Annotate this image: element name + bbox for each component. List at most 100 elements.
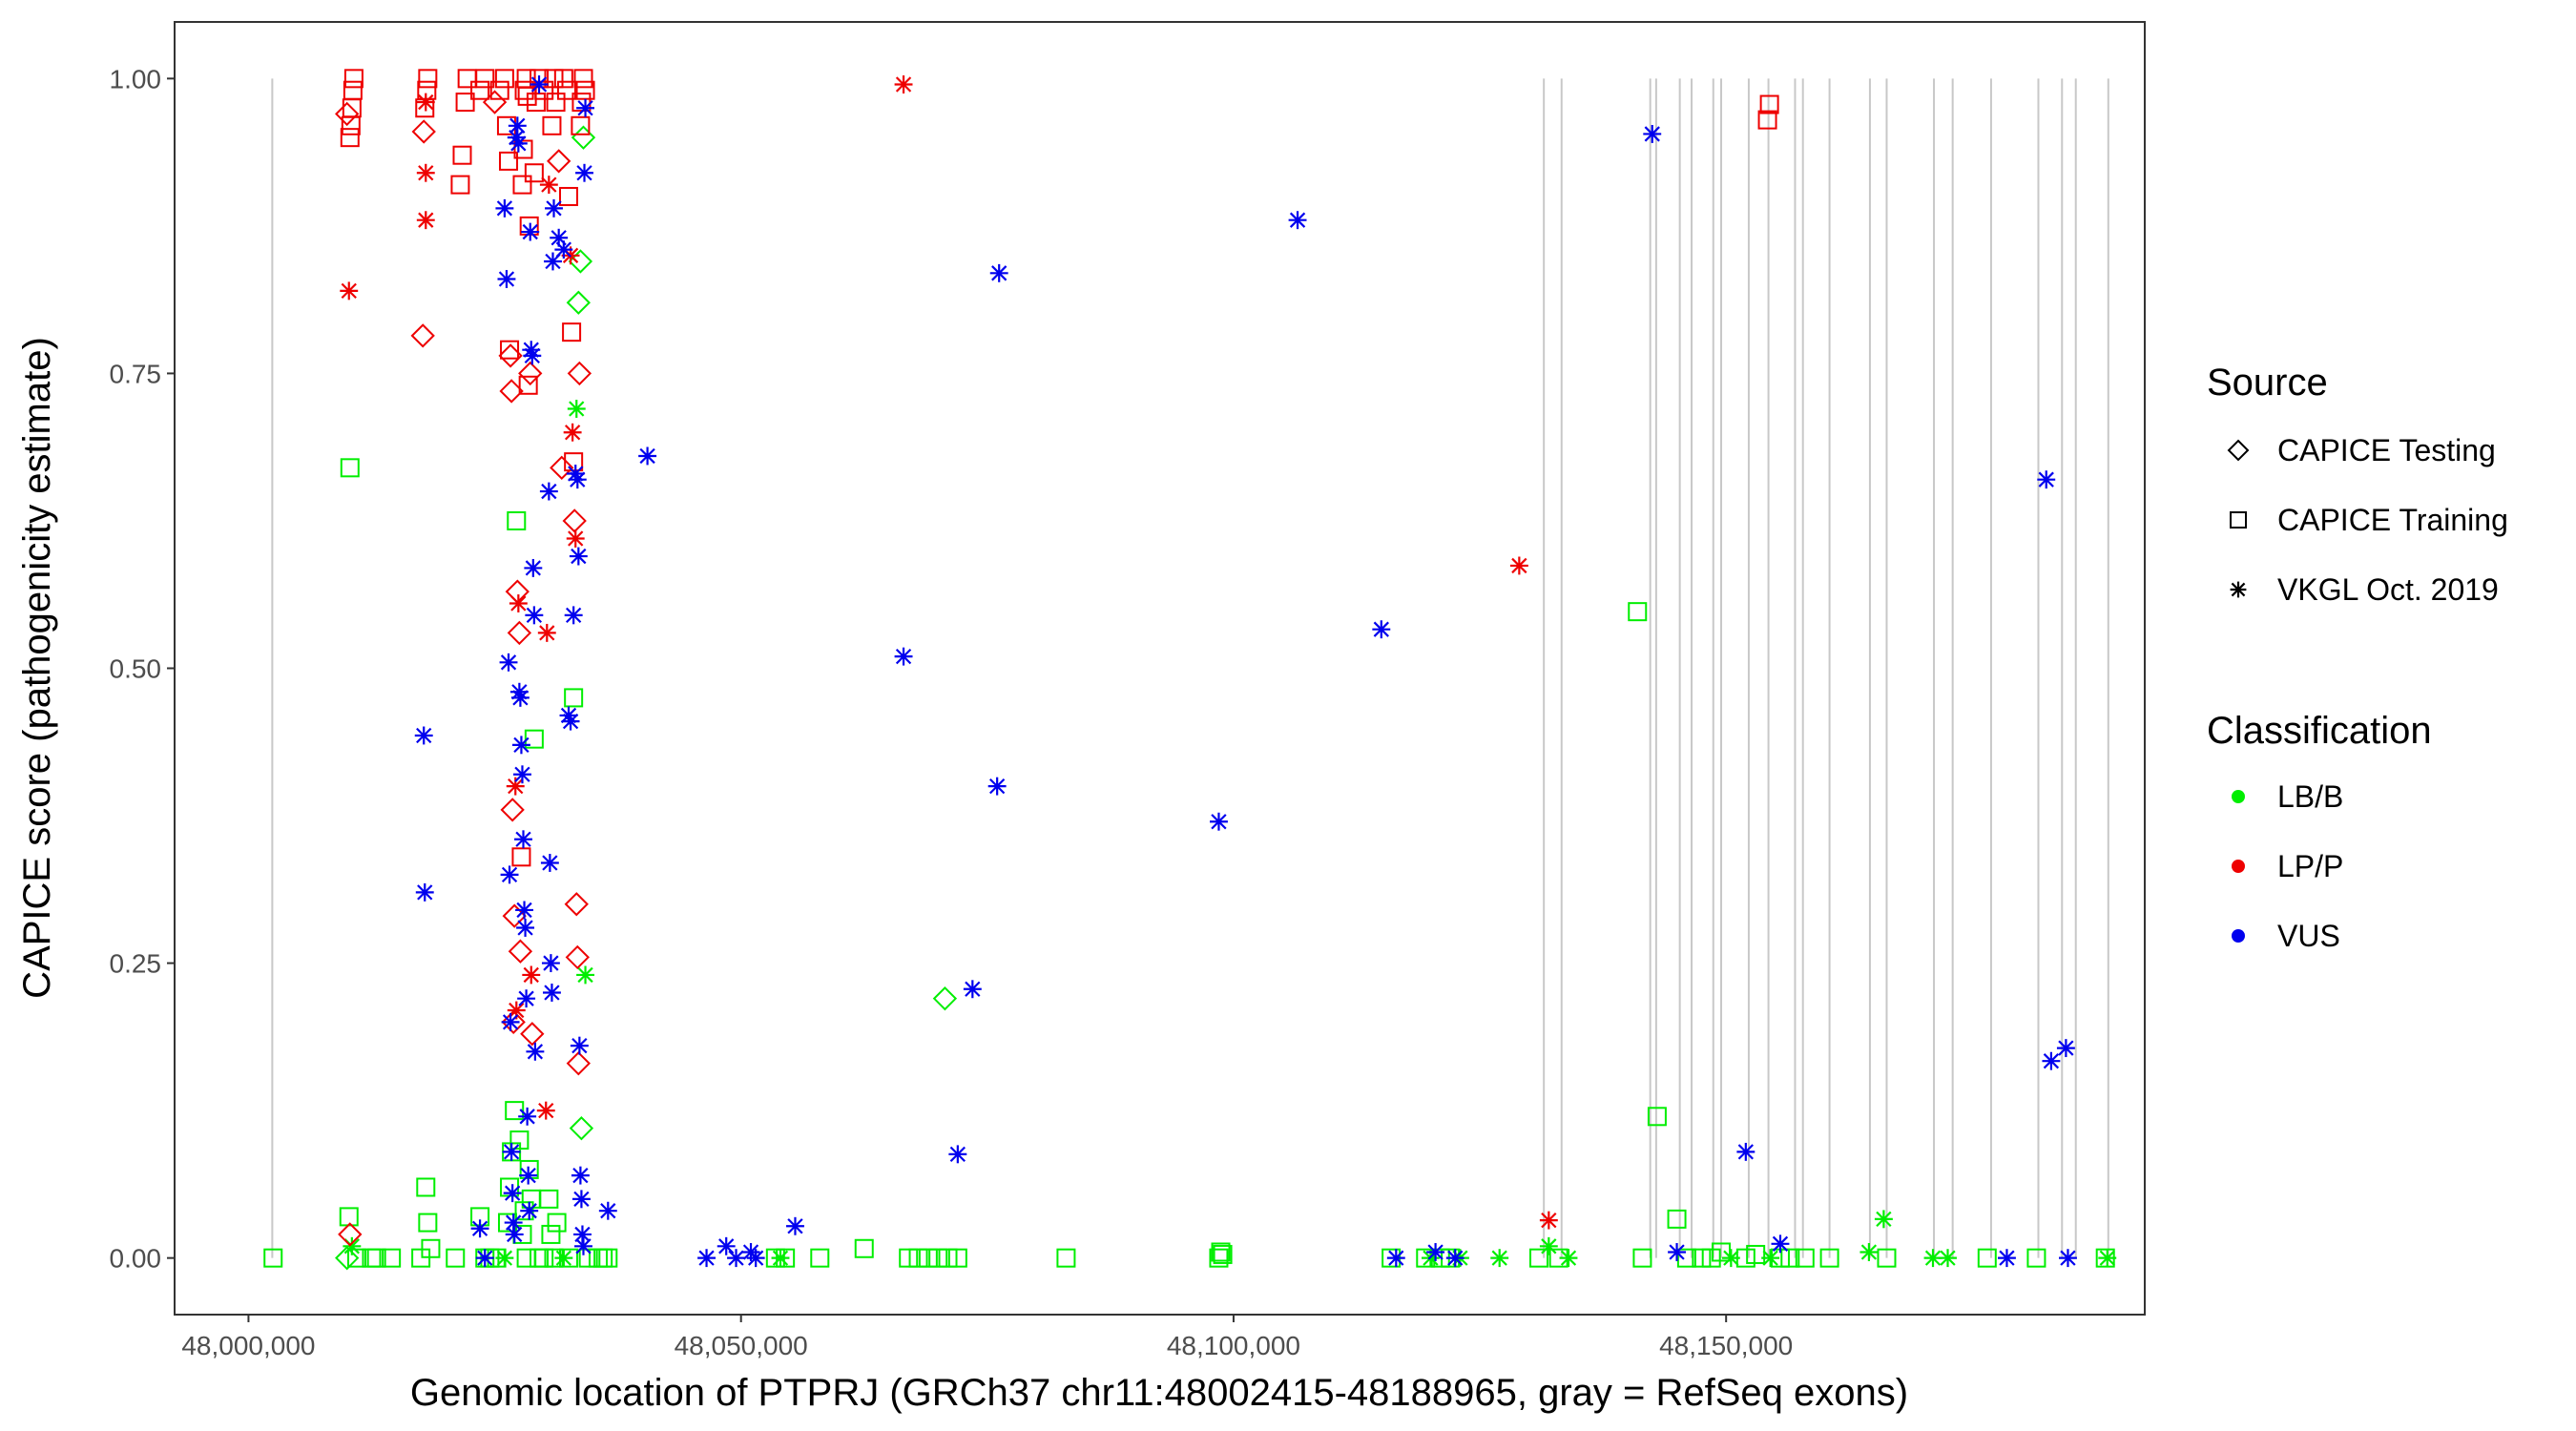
data-point: [918, 1248, 938, 1268]
data-point: [571, 1190, 591, 1209]
data-point: [567, 361, 592, 386]
data-point: [452, 145, 472, 165]
data-point: [513, 139, 533, 159]
data-point: [1539, 1211, 1558, 1230]
legend-source-title: Source: [2207, 362, 2328, 404]
data-point: [520, 1201, 539, 1220]
data-point: [1877, 1248, 1897, 1268]
data-point: [566, 290, 591, 315]
data-point: [556, 80, 576, 100]
data-point: [516, 919, 535, 937]
data-point: [418, 1213, 438, 1233]
data-point: [536, 1101, 555, 1120]
data-point: [1559, 1249, 1578, 1268]
data-point: [509, 134, 528, 153]
data-point: [567, 400, 586, 418]
data-point: [539, 482, 558, 501]
data-point: [1939, 1249, 1957, 1268]
data-point: [547, 149, 571, 174]
data-point: [489, 80, 509, 100]
data-point: [511, 736, 530, 755]
data-point: [514, 830, 532, 849]
data-point: [510, 688, 530, 707]
y-tick-label: 0.00: [110, 1244, 162, 1274]
data-point: [500, 340, 520, 360]
data-point: [455, 93, 475, 113]
data-point: [418, 69, 438, 89]
data-point: [524, 558, 543, 577]
data-point: [518, 375, 538, 395]
y-tick-label: 0.25: [110, 949, 162, 979]
data-point: [534, 1248, 554, 1268]
data-point: [541, 954, 560, 973]
data-point: [1288, 211, 1307, 230]
data-point: [575, 80, 595, 100]
legend-source-label: CAPICE Testing: [2277, 433, 2496, 467]
legend-class-key: [2232, 860, 2245, 873]
data-point: [1056, 1248, 1076, 1268]
data-point: [908, 1248, 928, 1268]
legend-classification-title: Classification: [2207, 710, 2432, 752]
data-point: [947, 1248, 967, 1268]
data-point: [1676, 1248, 1696, 1268]
data-point: [578, 1248, 598, 1268]
data-point: [415, 882, 434, 902]
data-point: [559, 186, 578, 206]
data-point: [416, 163, 435, 182]
data-point: [932, 986, 958, 1011]
data-point: [2026, 1248, 2046, 1268]
legend-source-entries: CAPICE Testing CAPICE Training VKGL Oct. 2…: [2227, 433, 2508, 607]
data-point: [1632, 1248, 1652, 1268]
data-point: [1692, 1248, 1712, 1268]
data-point: [470, 1219, 489, 1238]
data-point: [746, 1249, 765, 1268]
data-point: [1998, 1249, 2016, 1268]
data-point: [382, 1248, 402, 1268]
data-point: [569, 1115, 594, 1141]
data-point: [569, 547, 588, 566]
data-point: [894, 647, 913, 666]
data-point: [511, 847, 531, 867]
data-point: [512, 175, 532, 195]
data-point: [343, 80, 363, 100]
data-point: [417, 80, 437, 100]
data-point: [520, 1022, 545, 1047]
data-point: [498, 343, 523, 368]
data-point: [2059, 1249, 2077, 1268]
data-point: [1819, 1248, 1839, 1268]
data-point: [564, 688, 584, 708]
data-point: [1859, 1243, 1879, 1261]
data-point: [475, 1249, 494, 1268]
data-point: [565, 944, 590, 970]
y-axis-title: CAPICE score (pathogenicity estimate): [16, 337, 58, 999]
data-point: [509, 594, 528, 612]
data-point: [530, 75, 549, 93]
data-point: [508, 939, 533, 964]
data-point: [771, 1249, 790, 1268]
data-point: [854, 1238, 874, 1258]
x-tick-label: 48,050,000: [675, 1331, 808, 1360]
legend-source-key: [2227, 439, 2250, 462]
data-point: [545, 198, 563, 218]
data-point: [598, 1248, 618, 1268]
y-tick-label: 1.00: [110, 64, 162, 93]
data-point: [1771, 1234, 1790, 1254]
data-point: [497, 270, 516, 288]
data-point: [963, 980, 982, 999]
data-point: [499, 379, 524, 404]
data-point: [1209, 1248, 1229, 1268]
data-point: [1490, 1249, 1509, 1268]
data-point: [507, 620, 532, 646]
y-axis: 0.00 0.25 0.50 0.75 1.00: [110, 64, 175, 1274]
data-point: [501, 1012, 520, 1031]
data-point: [938, 1248, 958, 1268]
data-point: [522, 965, 541, 985]
data-point: [495, 198, 514, 218]
data-point: [1701, 1248, 1721, 1268]
data-point: [502, 1142, 521, 1161]
data-point: [1759, 94, 1779, 114]
data-point: [1746, 1244, 1766, 1264]
data-point: [416, 1177, 436, 1197]
